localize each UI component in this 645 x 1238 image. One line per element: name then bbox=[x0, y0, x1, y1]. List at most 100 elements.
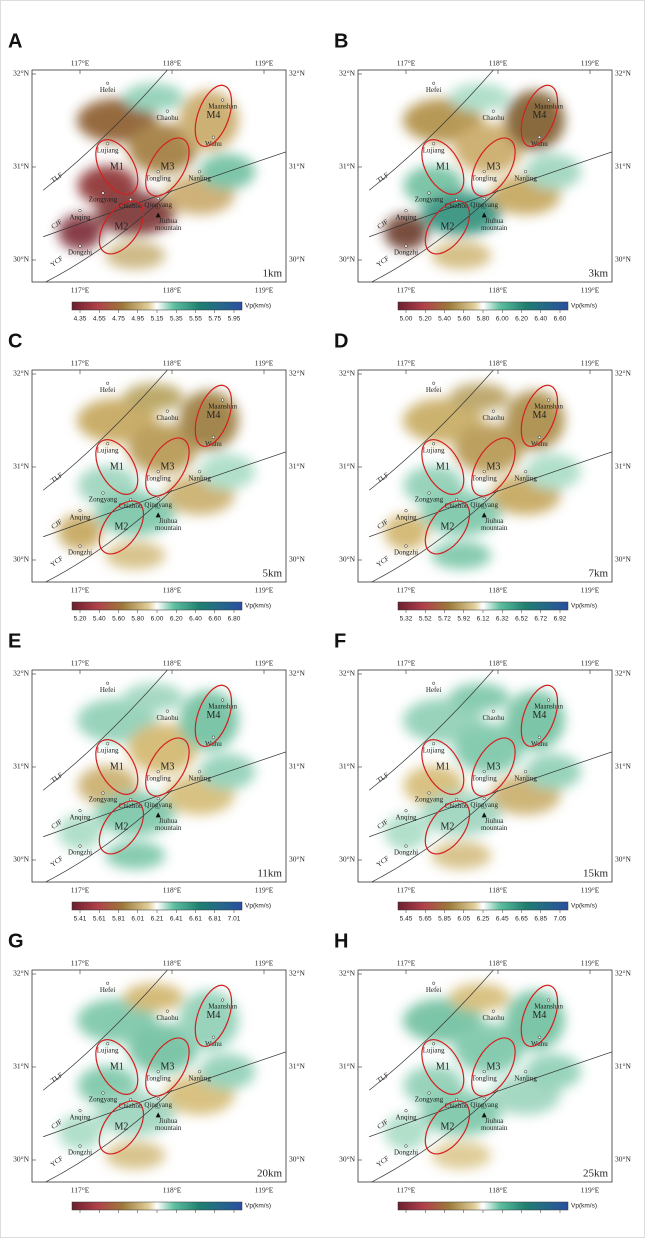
city-marker bbox=[78, 209, 82, 213]
city-marker bbox=[106, 81, 110, 85]
city-label: Nanling bbox=[188, 774, 211, 782]
city-label: Lujiang bbox=[97, 446, 119, 454]
city-label: Qingyang bbox=[470, 1101, 498, 1109]
lon-label: 118°E bbox=[163, 1186, 182, 1195]
panel: F 117°E 117°E 118°E 118°E 119°E 119°E 32°N 32°N 3… bbox=[334, 630, 631, 923]
colorbar bbox=[397, 901, 569, 911]
city-marker bbox=[537, 435, 541, 439]
city-label: Zongyang bbox=[415, 496, 444, 504]
lat-label: 31°N bbox=[289, 762, 305, 771]
lat-label: 31°N bbox=[339, 1062, 355, 1071]
panel: A 117°E 117°E 118°E 118°E 119°E 119°E 32°N 32°N 3… bbox=[8, 30, 305, 323]
city-marker bbox=[404, 809, 408, 813]
city-label: Lujiang bbox=[97, 1046, 119, 1054]
velocity-field bbox=[384, 683, 582, 870]
city-label: Jiuhua bbox=[159, 1117, 178, 1125]
city-marker bbox=[404, 544, 408, 548]
velocity-anomaly bbox=[384, 214, 428, 251]
velocity-anomaly bbox=[76, 998, 157, 1043]
lon-label: 119°E bbox=[581, 959, 600, 968]
colorbar-tick-label: 5.40 bbox=[438, 316, 451, 323]
zone-outline bbox=[145, 1037, 190, 1097]
lat-label: 31°N bbox=[289, 1062, 305, 1071]
city-label: Jiuhua bbox=[485, 217, 504, 225]
lat-label: 31°N bbox=[289, 162, 305, 171]
panel-letter: H bbox=[334, 930, 348, 952]
city-label: Jiuhua bbox=[485, 517, 504, 525]
colorbar-tick-label: 5.81 bbox=[112, 916, 125, 923]
city-label: Hefei bbox=[100, 986, 116, 994]
city-marker bbox=[491, 1009, 495, 1013]
city-label: Jiuhua bbox=[485, 1117, 504, 1125]
city-label: Chaohu bbox=[157, 714, 179, 722]
zone-label: M2 bbox=[114, 822, 128, 833]
colorbar-tick-label: 6.81 bbox=[208, 916, 221, 923]
colorbar-tick-label: 5.95 bbox=[228, 316, 241, 323]
city-label: Hefei bbox=[426, 686, 442, 694]
fault-line bbox=[44, 1089, 173, 1182]
zone-label: M1 bbox=[110, 461, 124, 472]
city-marker bbox=[547, 998, 551, 1002]
colorbar-tick-label: 5.45 bbox=[400, 916, 413, 923]
city-label: Hefei bbox=[100, 86, 116, 94]
lon-label: 118°E bbox=[163, 59, 182, 68]
zone-outline bbox=[424, 200, 471, 255]
city-marker bbox=[78, 244, 82, 248]
velocity-anomaly bbox=[105, 241, 166, 270]
panel-letter: F bbox=[334, 630, 346, 652]
zone-outline bbox=[194, 384, 233, 447]
colorbar bbox=[71, 301, 243, 311]
city-label: Dongzhi bbox=[68, 849, 92, 857]
depth-label: 1km bbox=[262, 268, 282, 280]
city-marker bbox=[432, 142, 436, 146]
zone-label: M2 bbox=[440, 1122, 454, 1133]
colorbar-tick-label: 5.55 bbox=[189, 316, 202, 323]
fault-line bbox=[368, 70, 494, 191]
mountain-marker bbox=[155, 1112, 161, 1118]
colorbar-unit: Vp(km/s) bbox=[245, 903, 271, 910]
zone-label: M4 bbox=[206, 410, 220, 421]
lon-label: 119°E bbox=[255, 886, 274, 895]
zone-label: M2 bbox=[440, 222, 454, 233]
city-label: Dongzhi bbox=[68, 1149, 92, 1157]
velocity-field bbox=[384, 383, 582, 570]
city-label: Qingyang bbox=[470, 201, 498, 209]
lon-label: 119°E bbox=[255, 59, 274, 68]
lat-label: 31°N bbox=[339, 462, 355, 471]
city-label: Qingyang bbox=[144, 1101, 172, 1109]
depth-label: 7km bbox=[588, 568, 608, 580]
zone-label: M3 bbox=[486, 461, 500, 472]
velocity-anomaly bbox=[449, 983, 510, 1012]
velocity-anomaly bbox=[402, 698, 483, 743]
colorbar-tick-label: 5.75 bbox=[208, 316, 221, 323]
zone-outline bbox=[98, 800, 145, 855]
zone-label: M1 bbox=[436, 461, 450, 472]
colorbar-tick-label: 6.40 bbox=[189, 616, 202, 623]
velocity-anomaly bbox=[384, 1114, 428, 1151]
city-marker bbox=[482, 497, 486, 501]
colorbar-tick-label: 5.65 bbox=[419, 916, 432, 923]
colorbar-tick-label: 6.25 bbox=[477, 916, 490, 923]
city-label: mountain bbox=[481, 224, 508, 232]
velocity-field bbox=[384, 83, 582, 270]
fault-line bbox=[368, 670, 494, 791]
lon-label: 117°E bbox=[71, 286, 90, 295]
city-marker bbox=[198, 170, 202, 174]
zone-outline bbox=[98, 500, 145, 555]
city-marker bbox=[221, 398, 225, 402]
lat-label: 30°N bbox=[13, 555, 29, 564]
lon-label: 117°E bbox=[397, 886, 416, 895]
city-label: Nanling bbox=[514, 474, 537, 482]
zone-outline bbox=[145, 737, 190, 797]
velocity-anomaly bbox=[449, 83, 510, 112]
city-label: Hefei bbox=[426, 386, 442, 394]
velocity-anomaly bbox=[76, 98, 157, 143]
city-marker bbox=[432, 981, 436, 985]
lat-label: 31°N bbox=[615, 462, 631, 471]
fault-line bbox=[370, 789, 499, 882]
map-border bbox=[31, 69, 287, 283]
city-marker bbox=[106, 681, 110, 685]
city-marker bbox=[432, 81, 436, 85]
velocity-anomaly bbox=[453, 1023, 524, 1074]
